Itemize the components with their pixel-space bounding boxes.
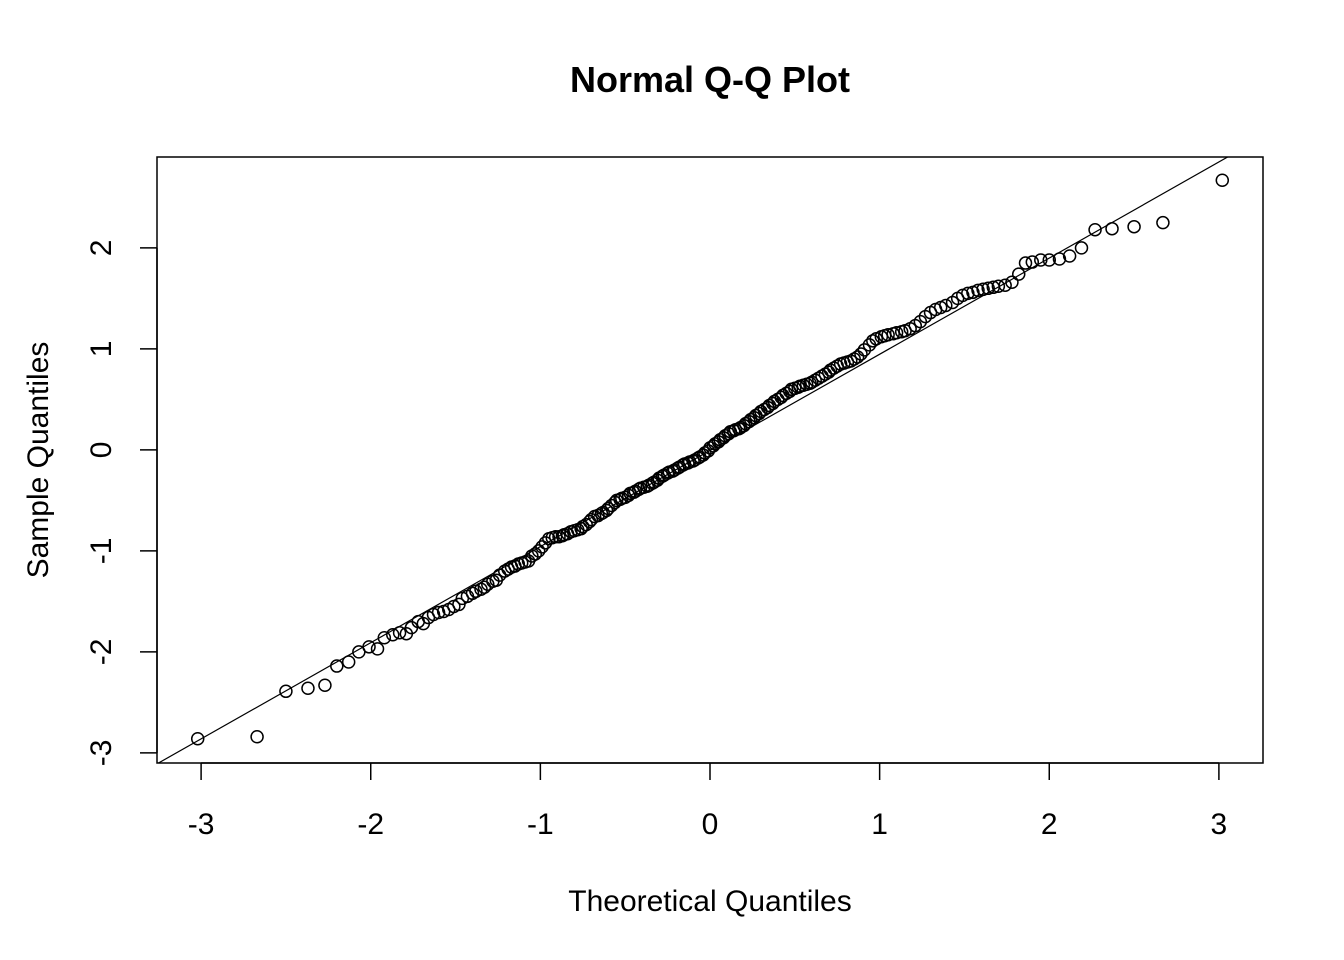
x-tick-label: 2 — [1041, 808, 1058, 841]
x-tick-label: -3 — [188, 808, 215, 841]
data-point — [538, 536, 553, 550]
x-tick-label: 1 — [871, 808, 888, 841]
x-tick-label: -2 — [357, 808, 384, 841]
data-point — [881, 328, 895, 342]
chart-title: Normal Q-Q Plot — [570, 59, 850, 100]
y-tick-label: -1 — [85, 538, 118, 565]
data-point — [190, 732, 205, 746]
data-point — [857, 343, 872, 357]
data-point — [531, 544, 546, 558]
data-point — [961, 286, 975, 301]
data-point — [1156, 215, 1170, 230]
data-point — [1074, 241, 1089, 255]
data-point — [1062, 249, 1077, 263]
data-point — [1011, 267, 1026, 281]
data-point — [939, 298, 953, 313]
data-point — [998, 278, 1012, 293]
data-point — [1127, 219, 1141, 234]
data-point — [1034, 253, 1048, 267]
data-point — [698, 446, 712, 460]
data-point — [370, 642, 385, 656]
data-point — [823, 363, 838, 377]
data-point — [584, 512, 599, 527]
data-point — [976, 282, 990, 297]
x-tick-label: -1 — [527, 808, 554, 841]
data-point — [386, 627, 400, 642]
x-axis-title: Theoretical Quantiles — [568, 885, 851, 918]
data-point — [805, 375, 819, 389]
plot-frame — [156, 156, 1264, 764]
data-point — [465, 586, 480, 601]
data-point — [847, 352, 861, 366]
data-point — [599, 503, 614, 518]
y-tick-label: 2 — [85, 240, 118, 257]
data-point — [850, 350, 865, 364]
data-point — [1052, 252, 1067, 266]
y-tick-label: -3 — [85, 740, 118, 767]
data-point — [1088, 222, 1102, 237]
data-point — [1005, 275, 1019, 289]
data-point — [866, 334, 880, 348]
data-point — [981, 281, 995, 296]
data-point — [535, 540, 549, 554]
data-point — [844, 354, 858, 368]
data-point — [1105, 221, 1119, 236]
plot-area — [157, 157, 1230, 763]
data-point — [579, 517, 593, 532]
data-point — [330, 659, 344, 673]
x-tick-label: 3 — [1211, 808, 1228, 841]
data-point — [301, 681, 315, 696]
data-point — [991, 279, 1006, 294]
data-point — [318, 678, 332, 692]
data-point — [913, 314, 928, 329]
data-point — [811, 371, 826, 385]
x-axis: -3 -2 -1 0 1 2 3 — [188, 762, 1228, 841]
data-point — [392, 625, 407, 640]
data-point — [474, 582, 488, 597]
y-axis: -3 -2 -1 0 1 2 — [85, 240, 158, 767]
data-point — [1025, 255, 1040, 269]
data-point — [431, 605, 446, 620]
data-point — [971, 283, 985, 298]
data-point — [1042, 253, 1057, 267]
data-point — [1215, 173, 1230, 187]
y-axis-title: Sample Quantiles — [22, 342, 55, 579]
data-point — [279, 684, 293, 699]
data-point — [377, 631, 392, 645]
data-point — [362, 640, 376, 654]
data-point — [528, 547, 543, 561]
data-point — [576, 519, 590, 534]
data-point — [808, 373, 822, 387]
data-point — [341, 655, 356, 669]
data-point — [250, 729, 264, 744]
x-tick-label: 0 — [702, 808, 719, 841]
data-point — [1018, 256, 1033, 270]
data-point — [889, 325, 904, 340]
y-tick-label: 0 — [85, 442, 118, 459]
data-point — [854, 347, 868, 361]
y-tick-label: -2 — [85, 639, 118, 666]
y-tick-label: 1 — [85, 341, 118, 358]
data-point — [525, 549, 539, 563]
